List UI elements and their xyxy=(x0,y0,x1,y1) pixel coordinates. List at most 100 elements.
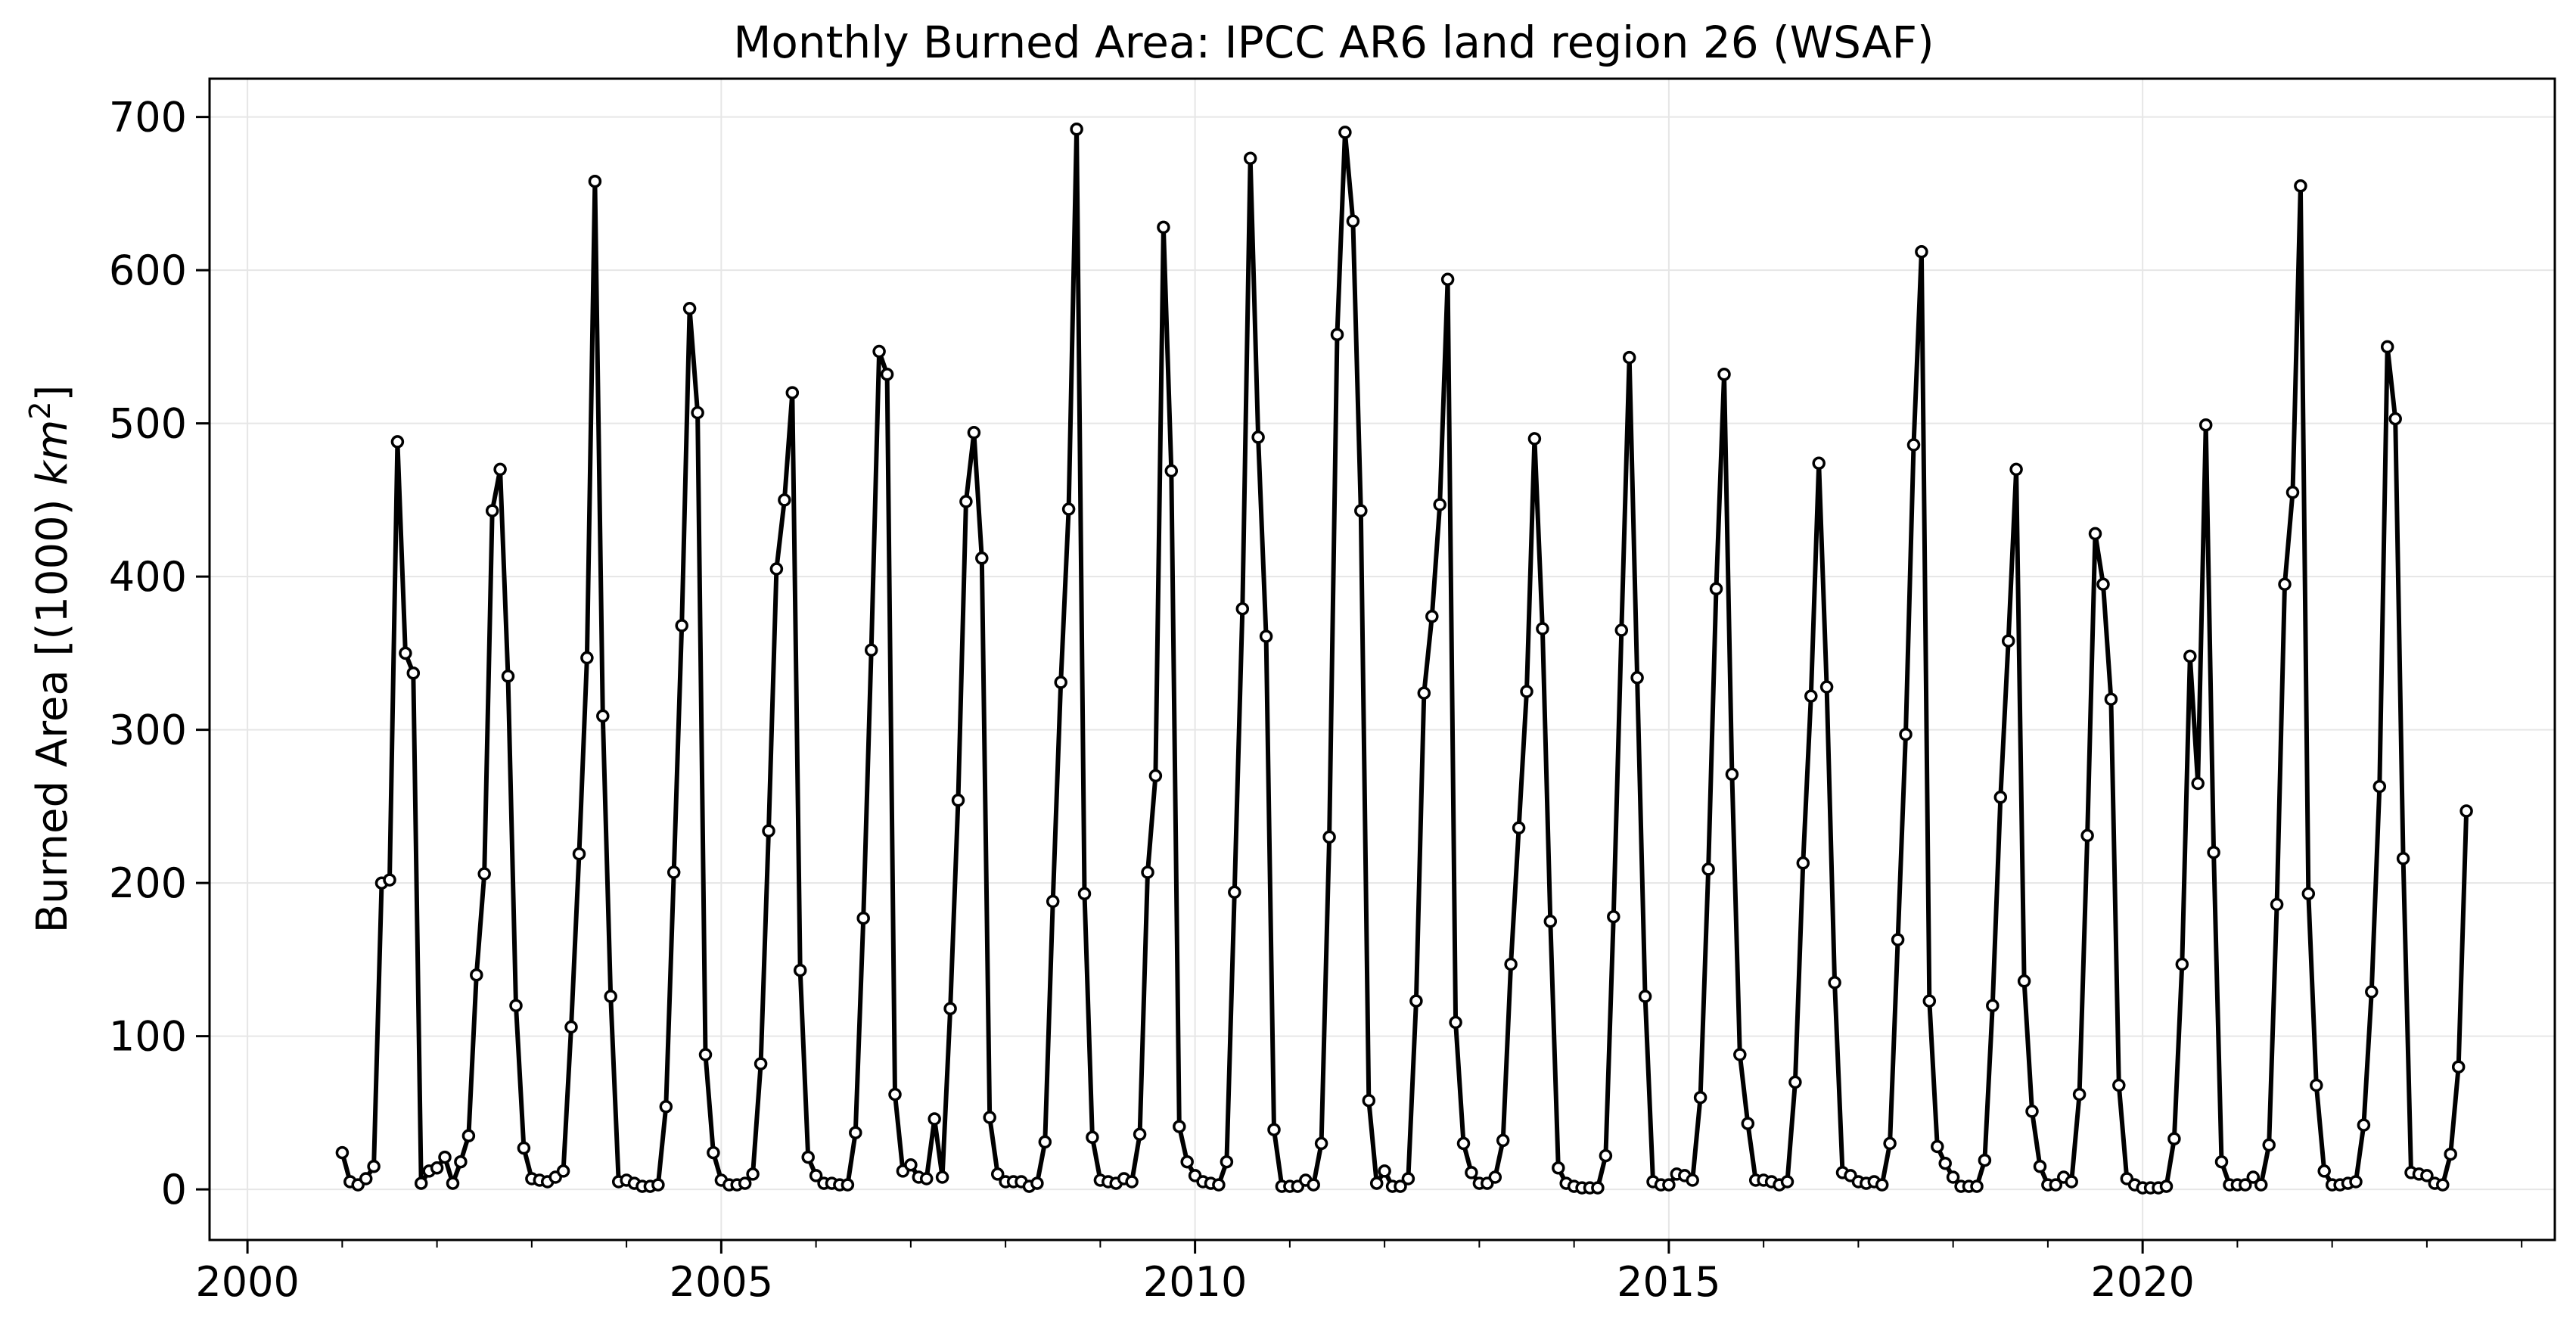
data-point xyxy=(1622,350,1636,365)
data-point xyxy=(1512,821,1526,835)
data-point xyxy=(2112,1078,2126,1092)
x-tick-label: 2005 xyxy=(670,1258,773,1306)
data-point xyxy=(1915,245,1928,259)
data-point xyxy=(1157,220,1170,235)
data-point xyxy=(604,990,617,1003)
axis-ticks: 2000 2005 2010 2015 2020 0 100 200 300 400 500 600 7… xyxy=(109,94,2523,1306)
plot-area-frame xyxy=(208,77,2556,1241)
data-point xyxy=(446,1176,460,1190)
data-point xyxy=(2191,776,2205,791)
data-point xyxy=(1986,999,2000,1012)
data-point xyxy=(928,1112,941,1126)
data-point xyxy=(849,1126,862,1139)
data-point xyxy=(454,1154,468,1169)
data-point xyxy=(1086,1130,1099,1145)
data-point xyxy=(2459,804,2473,818)
data-point xyxy=(1369,1176,1384,1190)
data-point xyxy=(1180,1154,1194,1169)
data-point xyxy=(1804,689,1818,703)
x-tick-label: 2000 xyxy=(195,1258,299,1306)
data-point xyxy=(1993,791,2008,804)
data-point xyxy=(935,1170,949,1184)
data-point xyxy=(872,344,886,359)
data-point xyxy=(1362,1093,1376,1108)
data-point xyxy=(2033,1160,2047,1173)
data-point xyxy=(1709,582,1723,596)
data-point xyxy=(2372,779,2387,794)
data-point xyxy=(1552,1161,1565,1175)
data-point xyxy=(1946,1170,1960,1184)
chart-title: Monthly Burned Area: IPCC AR6 land regio… xyxy=(733,17,1934,68)
data-point xyxy=(1141,865,1154,879)
data-point xyxy=(572,847,586,861)
data-point xyxy=(809,1169,823,1182)
data-point xyxy=(2349,1175,2363,1189)
data-point xyxy=(1796,856,1810,870)
data-point xyxy=(501,670,515,683)
data-point xyxy=(1733,1048,1747,1061)
data-point xyxy=(588,174,602,188)
y-axis-label-close: ] xyxy=(28,385,77,402)
grid-lines xyxy=(210,79,2555,1240)
y-axis-label-exponent: 2 xyxy=(23,401,57,419)
data-point xyxy=(2065,1175,2078,1189)
data-point xyxy=(769,562,784,576)
data-point xyxy=(778,493,791,507)
data-point xyxy=(754,1057,768,1071)
x-tick-label: 2020 xyxy=(2090,1258,2194,1306)
data-point xyxy=(1330,328,1344,341)
data-point xyxy=(1378,1164,1391,1178)
data-point xyxy=(1607,909,1620,924)
data-point xyxy=(1536,622,1549,635)
data-point xyxy=(1030,1176,1044,1190)
data-point xyxy=(1875,1178,1889,1192)
data-point xyxy=(2444,1147,2457,1161)
data-point xyxy=(1520,685,1533,698)
data-point xyxy=(2175,957,2189,971)
data-point xyxy=(1417,686,1431,700)
data-point xyxy=(2420,1169,2434,1182)
data-point xyxy=(2436,1178,2450,1192)
data-point xyxy=(1922,994,1937,1008)
y-tick-label: 400 xyxy=(109,553,187,601)
data-point xyxy=(1599,1148,1613,1163)
data-point xyxy=(1077,887,1092,901)
data-point xyxy=(1456,1136,1471,1151)
data-point xyxy=(856,911,870,925)
data-point xyxy=(1701,862,1715,876)
data-point xyxy=(762,824,775,838)
data-point xyxy=(1891,933,1905,946)
data-point xyxy=(1322,830,1336,844)
data-point xyxy=(1970,1179,1984,1193)
data-point xyxy=(1212,1178,1226,1192)
data-point xyxy=(1148,769,1163,783)
data-point xyxy=(399,646,412,660)
data-point xyxy=(880,368,894,381)
data-point xyxy=(2159,1179,2174,1193)
data-point xyxy=(1038,1135,1052,1149)
data-point xyxy=(691,406,704,420)
data-point xyxy=(2009,462,2023,477)
data-point xyxy=(2388,412,2402,426)
data-point xyxy=(1251,430,1265,444)
data-point xyxy=(2357,1118,2371,1132)
data-point xyxy=(1409,994,1423,1008)
data-point xyxy=(1741,1117,1755,1130)
data-point xyxy=(841,1178,855,1192)
data-point xyxy=(2088,527,2102,541)
data-point xyxy=(1725,767,1739,782)
data-point xyxy=(2365,985,2379,999)
y-tick-label: 0 xyxy=(161,1166,187,1213)
data-point xyxy=(1346,214,1360,228)
data-point xyxy=(1425,610,1439,623)
data-point xyxy=(1906,438,1921,452)
data-point xyxy=(2380,340,2394,354)
data-point xyxy=(919,1172,934,1186)
data-point xyxy=(1504,957,1518,971)
data-point xyxy=(1401,1172,1415,1186)
data-point xyxy=(493,462,507,477)
data-point xyxy=(1449,1015,1462,1030)
data-point xyxy=(2285,486,2300,499)
data-point xyxy=(1243,151,1257,166)
